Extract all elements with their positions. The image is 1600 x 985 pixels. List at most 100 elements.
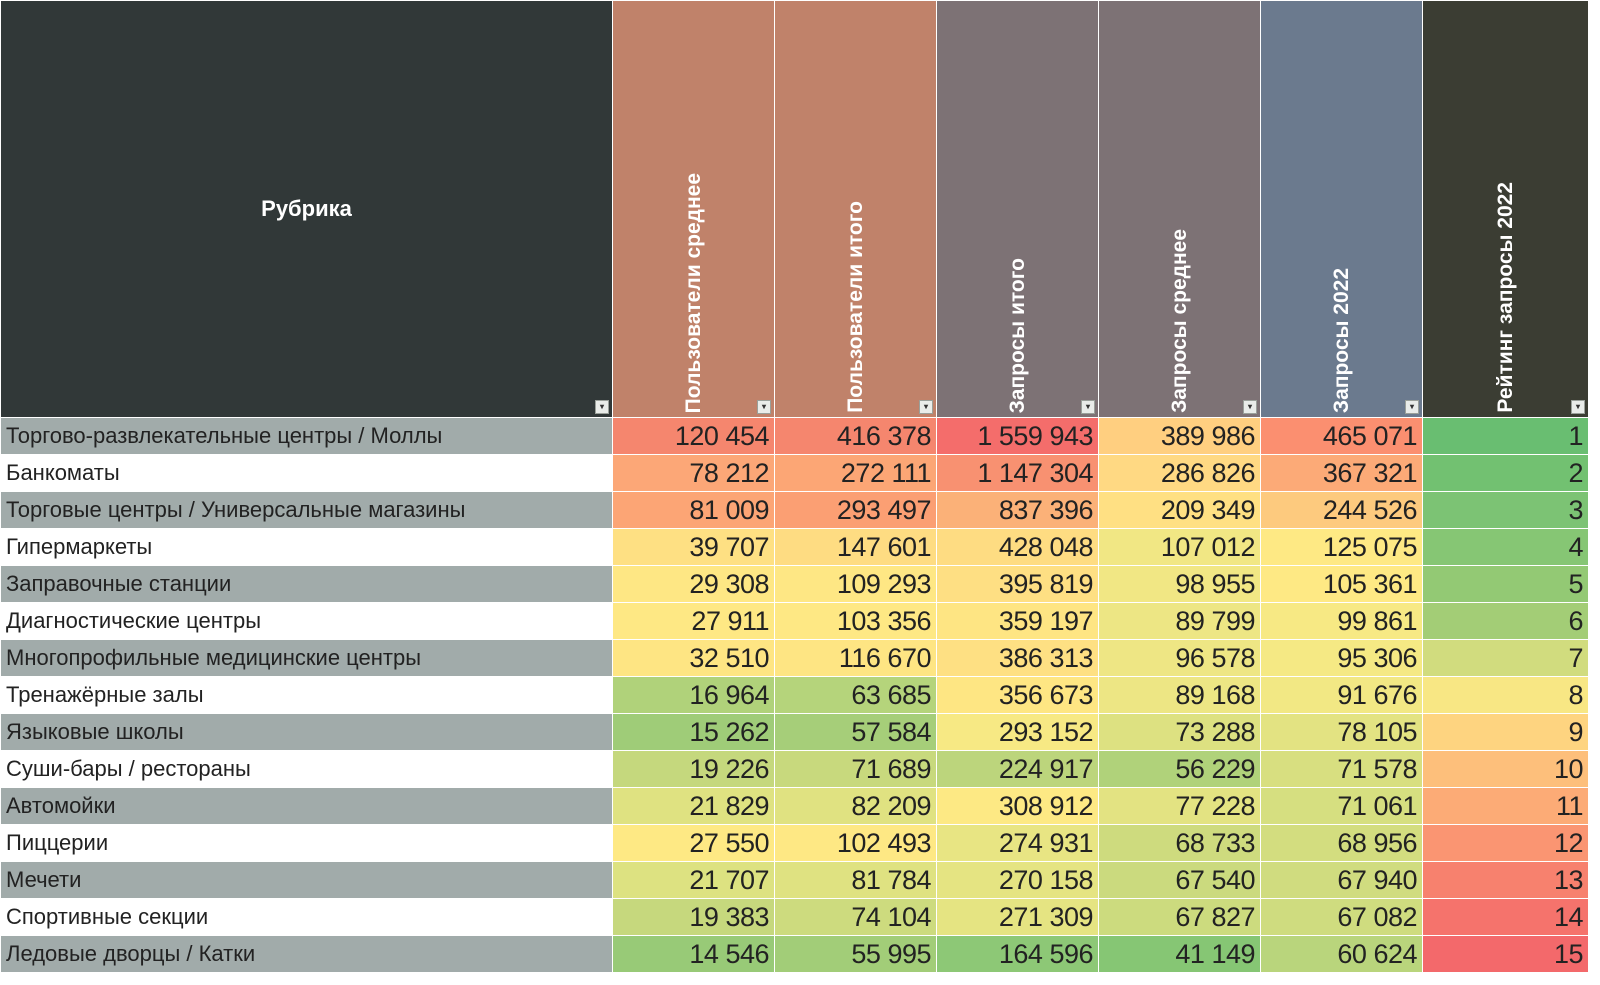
rubric-cell[interactable]: Языковые школы (0, 713, 613, 751)
value-cell[interactable]: 82 209 (774, 787, 937, 825)
value-cell[interactable]: 209 349 (1098, 491, 1261, 529)
value-cell[interactable]: 286 826 (1098, 454, 1261, 492)
filter-dropdown-icon[interactable]: ▾ (919, 400, 933, 414)
value-cell[interactable]: 3 (1422, 491, 1589, 529)
value-cell[interactable]: 78 105 (1260, 713, 1423, 751)
value-cell[interactable]: 81 784 (774, 861, 937, 899)
value-cell[interactable]: 60 624 (1260, 935, 1423, 973)
value-cell[interactable]: 89 799 (1098, 602, 1261, 640)
value-cell[interactable]: 105 361 (1260, 565, 1423, 603)
value-cell[interactable]: 164 596 (936, 935, 1099, 973)
value-cell[interactable]: 11 (1422, 787, 1589, 825)
value-cell[interactable]: 73 288 (1098, 713, 1261, 751)
value-cell[interactable]: 465 071 (1260, 417, 1423, 455)
value-cell[interactable]: 27 550 (612, 824, 775, 862)
value-cell[interactable]: 19 226 (612, 750, 775, 788)
value-cell[interactable]: 274 931 (936, 824, 1099, 862)
value-cell[interactable]: 99 861 (1260, 602, 1423, 640)
value-cell[interactable]: 95 306 (1260, 639, 1423, 677)
value-cell[interactable]: 29 308 (612, 565, 775, 603)
rubric-cell[interactable]: Торгово-развлекательные центры / Моллы (0, 417, 613, 455)
value-cell[interactable]: 63 685 (774, 676, 937, 714)
value-cell[interactable]: 71 689 (774, 750, 937, 788)
value-cell[interactable]: 428 048 (936, 528, 1099, 566)
value-cell[interactable]: 103 356 (774, 602, 937, 640)
value-cell[interactable]: 293 497 (774, 491, 937, 529)
rubric-cell[interactable]: Спортивные секции (0, 898, 613, 936)
value-cell[interactable]: 81 009 (612, 491, 775, 529)
value-cell[interactable]: 13 (1422, 861, 1589, 899)
value-cell[interactable]: 39 707 (612, 528, 775, 566)
rubric-cell[interactable]: Тренажёрные залы (0, 676, 613, 714)
value-cell[interactable]: 389 986 (1098, 417, 1261, 455)
value-cell[interactable]: 1 559 943 (936, 417, 1099, 455)
rubric-cell[interactable]: Банкоматы (0, 454, 613, 492)
value-cell[interactable]: 10 (1422, 750, 1589, 788)
value-cell[interactable]: 67 540 (1098, 861, 1261, 899)
value-cell[interactable]: 147 601 (774, 528, 937, 566)
value-cell[interactable]: 21 707 (612, 861, 775, 899)
value-cell[interactable]: 359 197 (936, 602, 1099, 640)
value-cell[interactable]: 77 228 (1098, 787, 1261, 825)
value-cell[interactable]: 367 321 (1260, 454, 1423, 492)
value-cell[interactable]: 57 584 (774, 713, 937, 751)
value-cell[interactable]: 91 676 (1260, 676, 1423, 714)
value-cell[interactable]: 8 (1422, 676, 1589, 714)
value-cell[interactable]: 1 (1422, 417, 1589, 455)
value-cell[interactable]: 2 (1422, 454, 1589, 492)
filter-dropdown-icon[interactable]: ▾ (1243, 400, 1257, 414)
value-cell[interactable]: 5 (1422, 565, 1589, 603)
value-cell[interactable]: 6 (1422, 602, 1589, 640)
value-cell[interactable]: 41 149 (1098, 935, 1261, 973)
value-cell[interactable]: 15 262 (612, 713, 775, 751)
value-cell[interactable]: 293 152 (936, 713, 1099, 751)
value-cell[interactable]: 68 956 (1260, 824, 1423, 862)
rubric-cell[interactable]: Автомойки (0, 787, 613, 825)
value-cell[interactable]: 21 829 (612, 787, 775, 825)
value-cell[interactable]: 1 147 304 (936, 454, 1099, 492)
filter-dropdown-icon[interactable]: ▾ (595, 400, 609, 414)
value-cell[interactable]: 71 061 (1260, 787, 1423, 825)
rubric-cell[interactable]: Заправочные станции (0, 565, 613, 603)
value-cell[interactable]: 19 383 (612, 898, 775, 936)
value-cell[interactable]: 386 313 (936, 639, 1099, 677)
value-cell[interactable]: 16 964 (612, 676, 775, 714)
value-cell[interactable]: 356 673 (936, 676, 1099, 714)
rubric-cell[interactable]: Ледовые дворцы / Катки (0, 935, 613, 973)
value-cell[interactable]: 125 075 (1260, 528, 1423, 566)
value-cell[interactable]: 15 (1422, 935, 1589, 973)
filter-dropdown-icon[interactable]: ▾ (1571, 400, 1585, 414)
rubric-cell[interactable]: Многопрофильные медицинские центры (0, 639, 613, 677)
filter-dropdown-icon[interactable]: ▾ (1081, 400, 1095, 414)
value-cell[interactable]: 78 212 (612, 454, 775, 492)
rubric-cell[interactable]: Суши-бары / рестораны (0, 750, 613, 788)
value-cell[interactable]: 67 940 (1260, 861, 1423, 899)
value-cell[interactable]: 67 827 (1098, 898, 1261, 936)
value-cell[interactable]: 9 (1422, 713, 1589, 751)
value-cell[interactable]: 271 309 (936, 898, 1099, 936)
rubric-cell[interactable]: Пиццерии (0, 824, 613, 862)
value-cell[interactable]: 102 493 (774, 824, 937, 862)
value-cell[interactable]: 395 819 (936, 565, 1099, 603)
value-cell[interactable]: 67 082 (1260, 898, 1423, 936)
value-cell[interactable]: 270 158 (936, 861, 1099, 899)
value-cell[interactable]: 416 378 (774, 417, 937, 455)
value-cell[interactable]: 68 733 (1098, 824, 1261, 862)
value-cell[interactable]: 12 (1422, 824, 1589, 862)
value-cell[interactable]: 272 111 (774, 454, 937, 492)
filter-dropdown-icon[interactable]: ▾ (1405, 400, 1419, 414)
value-cell[interactable]: 109 293 (774, 565, 937, 603)
value-cell[interactable]: 837 396 (936, 491, 1099, 529)
value-cell[interactable]: 74 104 (774, 898, 937, 936)
value-cell[interactable]: 89 168 (1098, 676, 1261, 714)
value-cell[interactable]: 14 (1422, 898, 1589, 936)
value-cell[interactable]: 4 (1422, 528, 1589, 566)
value-cell[interactable]: 71 578 (1260, 750, 1423, 788)
value-cell[interactable]: 308 912 (936, 787, 1099, 825)
rubric-cell[interactable]: Мечети (0, 861, 613, 899)
rubric-cell[interactable]: Гипермаркеты (0, 528, 613, 566)
rubric-cell[interactable]: Торговые центры / Универсальные магазины (0, 491, 613, 529)
value-cell[interactable]: 244 526 (1260, 491, 1423, 529)
value-cell[interactable]: 27 911 (612, 602, 775, 640)
value-cell[interactable]: 116 670 (774, 639, 937, 677)
